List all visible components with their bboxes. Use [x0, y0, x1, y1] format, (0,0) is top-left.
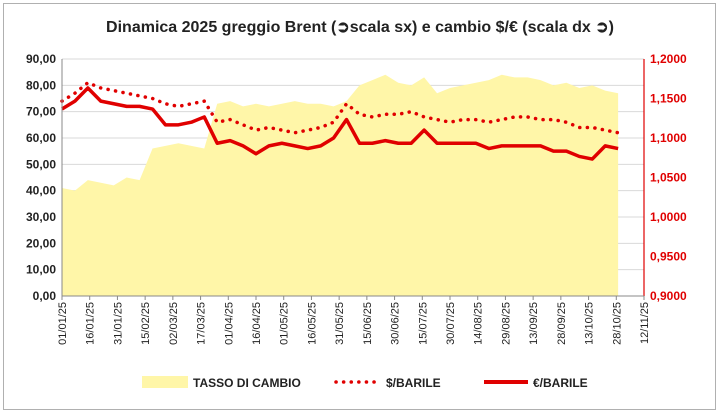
legend: TASSO DI CAMBIO $/BARILE €/BARILE [142, 376, 588, 390]
left-tick-label: 10,00 [26, 263, 56, 277]
x-tick-label: 15/07/25 [417, 302, 429, 345]
chart-frame: Dinamica 2025 greggio Brent (➲scala sx) … [3, 3, 716, 410]
x-tick-label: 01/05/25 [279, 302, 291, 345]
x-tick-label: 13/10/25 [584, 302, 596, 345]
left-tick-label: 0,00 [33, 289, 57, 303]
left-tick-label: 40,00 [26, 184, 56, 198]
left-tick-label: 50,00 [26, 157, 56, 171]
x-tick-label: 28/09/25 [556, 302, 568, 345]
right-tick-label: 1,2000 [650, 52, 687, 66]
x-tick-label: 16/01/25 [85, 302, 97, 345]
x-tick-label: 16/05/25 [306, 302, 318, 345]
left-tick-label: 30,00 [26, 210, 56, 224]
x-tick-label: 14/08/25 [473, 302, 485, 345]
right-tick-label: 0,9000 [650, 289, 687, 303]
right-tick-label: 1,0000 [650, 210, 687, 224]
left-axis: 0,00 10,00 20,00 30,00 40,00 50,00 60,00 70,00 8… [26, 52, 62, 303]
legend-swatch-exchange [142, 376, 188, 388]
left-tick-label: 60,00 [26, 131, 56, 145]
right-tick-label: 1,0500 [650, 171, 687, 185]
x-tick-label: 29/08/25 [500, 302, 512, 345]
x-tick-label: 15/06/25 [362, 302, 374, 345]
chart-svg: Dinamica 2025 greggio Brent (➲scala sx) … [4, 4, 717, 411]
x-tick-label: 16/04/25 [251, 302, 263, 345]
left-tick-label: 20,00 [26, 236, 56, 250]
chart-title: Dinamica 2025 greggio Brent (➲scala sx) … [106, 19, 614, 36]
right-tick-label: 1,1000 [650, 131, 687, 145]
legend-label-eur-barrel: €/BARILE [533, 376, 588, 390]
x-tick-label: 12/11/25 [639, 302, 651, 344]
legend-label-usd-barrel: $/BARILE [386, 376, 441, 390]
right-tick-label: 1,1500 [650, 92, 687, 106]
right-tick-label: 0,9500 [650, 250, 687, 264]
x-tick-label: 31/01/25 [112, 302, 124, 345]
x-axis: 01/01/25 16/01/25 31/01/25 15/02/25 02/03/25… [57, 296, 651, 345]
x-tick-label: 17/03/25 [196, 302, 208, 345]
left-tick-label: 80,00 [26, 78, 56, 92]
x-tick-label: 30/07/25 [445, 302, 457, 345]
right-axis: 0,9000 0,9500 1,0000 1,0500 1,1000 1,1500 1,20… [644, 52, 687, 303]
legend-label-exchange: TASSO DI CAMBIO [193, 376, 301, 390]
x-tick-label: 28/10/25 [611, 302, 623, 345]
x-tick-label: 13/09/25 [528, 302, 540, 345]
left-tick-label: 70,00 [26, 105, 56, 119]
x-tick-label: 31/05/25 [334, 302, 346, 345]
x-tick-label: 01/01/25 [57, 302, 69, 345]
x-tick-label: 15/02/25 [140, 302, 152, 345]
x-tick-label: 02/03/25 [168, 302, 180, 345]
x-tick-label: 01/04/25 [223, 302, 235, 345]
left-tick-label: 90,00 [26, 52, 56, 66]
x-tick-label: 30/06/25 [390, 302, 402, 345]
